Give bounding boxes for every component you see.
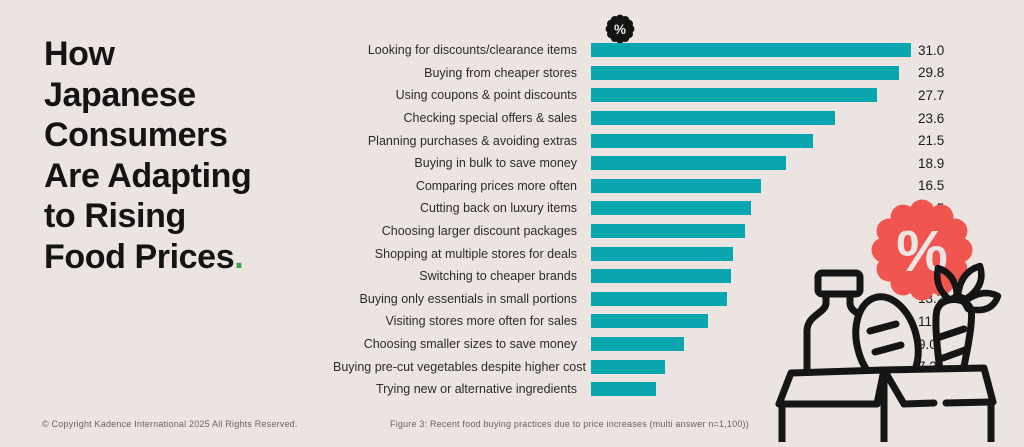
chart-row: Buying from cheaper stores 29.8 xyxy=(333,62,944,85)
chart-row: Using coupons & point discounts 27.7 xyxy=(333,84,945,107)
svg-text:%: % xyxy=(614,22,626,37)
title-green-period: . xyxy=(234,237,244,276)
bar-track xyxy=(591,43,911,58)
value-label: 27.7 xyxy=(918,87,945,103)
bar xyxy=(591,133,813,148)
bar-track xyxy=(591,269,911,284)
bar-track xyxy=(591,246,911,261)
title-line: Are Adapting xyxy=(44,156,252,195)
value-label: 23.6 xyxy=(918,110,945,126)
value-label: 9.0 xyxy=(918,336,937,352)
bar xyxy=(591,88,877,103)
title-line: Japanese xyxy=(44,75,196,114)
bar-track xyxy=(591,133,911,148)
bar xyxy=(591,224,745,239)
bar xyxy=(591,246,734,261)
category-label: Buying in bulk to save money xyxy=(414,156,577,171)
bar xyxy=(591,201,751,216)
bar xyxy=(591,65,899,80)
box-icon xyxy=(775,364,997,447)
category-label: Buying from cheaper stores xyxy=(424,65,577,80)
chart-row: Cutting back on luxury items15.5 xyxy=(333,197,944,220)
category-label: Switching to cheaper brands xyxy=(419,269,577,284)
bar-track xyxy=(591,314,911,329)
bar-track xyxy=(591,337,911,352)
category-label: Choosing larger discount packages xyxy=(381,224,577,239)
bar-track xyxy=(591,291,911,306)
bar-track xyxy=(591,65,911,80)
title-line: Consumers xyxy=(44,116,228,154)
category-label: Shopping at multiple stores for deals xyxy=(374,246,577,261)
bar-track xyxy=(591,111,911,126)
chart-row: Buying in bulk to save money 18.9 xyxy=(333,152,944,175)
bar-chart: Looking for discounts/clearance items 31.… xyxy=(333,39,944,401)
bar xyxy=(591,291,728,306)
bar xyxy=(591,111,835,126)
category-label: Using coupons & point discounts xyxy=(395,88,577,103)
bar-track xyxy=(591,156,911,171)
bar xyxy=(591,337,684,352)
bar-track xyxy=(591,178,911,193)
bar xyxy=(591,178,762,193)
title-line-text: Food Prices xyxy=(44,237,235,276)
value-label: 16.5 xyxy=(918,178,945,194)
bar xyxy=(591,382,657,397)
chart-row: Planning purchases & avoiding extras 21.5 xyxy=(333,129,944,152)
bar xyxy=(591,359,666,374)
bar-track xyxy=(591,359,911,374)
bar-track xyxy=(591,88,911,103)
percent-seal-icon: % xyxy=(602,11,638,52)
bar-track xyxy=(591,201,911,216)
page-title: How Japanese Consumers Are Adapting to R… xyxy=(44,34,252,278)
chart-row: Buying only essentials in small portions… xyxy=(333,288,945,311)
category-label: Buying pre-cut vegetables despite higher… xyxy=(333,359,586,374)
category-label: Trying new or alternative ingredients xyxy=(375,382,577,397)
category-label: Cutting back on luxury items xyxy=(419,201,577,216)
category-label: Visiting stores more often for sales xyxy=(385,314,577,329)
bar xyxy=(591,269,732,284)
chart-row: Choosing smaller sizes to save money 9.0 xyxy=(333,333,944,356)
value-label: 31.0 xyxy=(918,42,945,58)
chart-row: Looking for discounts/clearance items 31.… xyxy=(333,39,944,62)
bar-rows: Looking for discounts/clearance items 31.… xyxy=(333,39,944,401)
bar xyxy=(591,314,708,329)
value-label: 29.8 xyxy=(918,65,945,81)
category-label: Comparing prices more often xyxy=(415,178,577,193)
bar-track xyxy=(591,382,911,397)
value-label: 21.5 xyxy=(918,133,945,149)
category-label: Buying only essentials in small portions xyxy=(359,291,577,306)
chart-row: Checking special offers & sales 23.6 xyxy=(333,107,945,130)
title-line: Food Prices. xyxy=(44,237,251,278)
title-line: How xyxy=(44,35,115,73)
category-label: Checking special offers & sales xyxy=(403,111,577,126)
copyright-text: © Copyright Kadence International 2025 A… xyxy=(42,419,298,429)
bar-track xyxy=(591,224,911,239)
chart-row: Comparing prices more often 16.5 xyxy=(333,175,944,198)
grocery-box-illustration: % xyxy=(774,192,1024,447)
category-label: Planning purchases & avoiding extras xyxy=(367,133,577,148)
bar xyxy=(591,43,911,58)
value-label: 18.9 xyxy=(918,155,945,171)
category-label: Choosing smaller sizes to save money xyxy=(363,337,577,352)
category-label: Looking for discounts/clearance items xyxy=(367,43,577,58)
title-line: to Rising xyxy=(44,197,186,235)
figure-caption: Figure 3: Recent food buying practices d… xyxy=(390,419,749,429)
bar xyxy=(591,156,787,171)
